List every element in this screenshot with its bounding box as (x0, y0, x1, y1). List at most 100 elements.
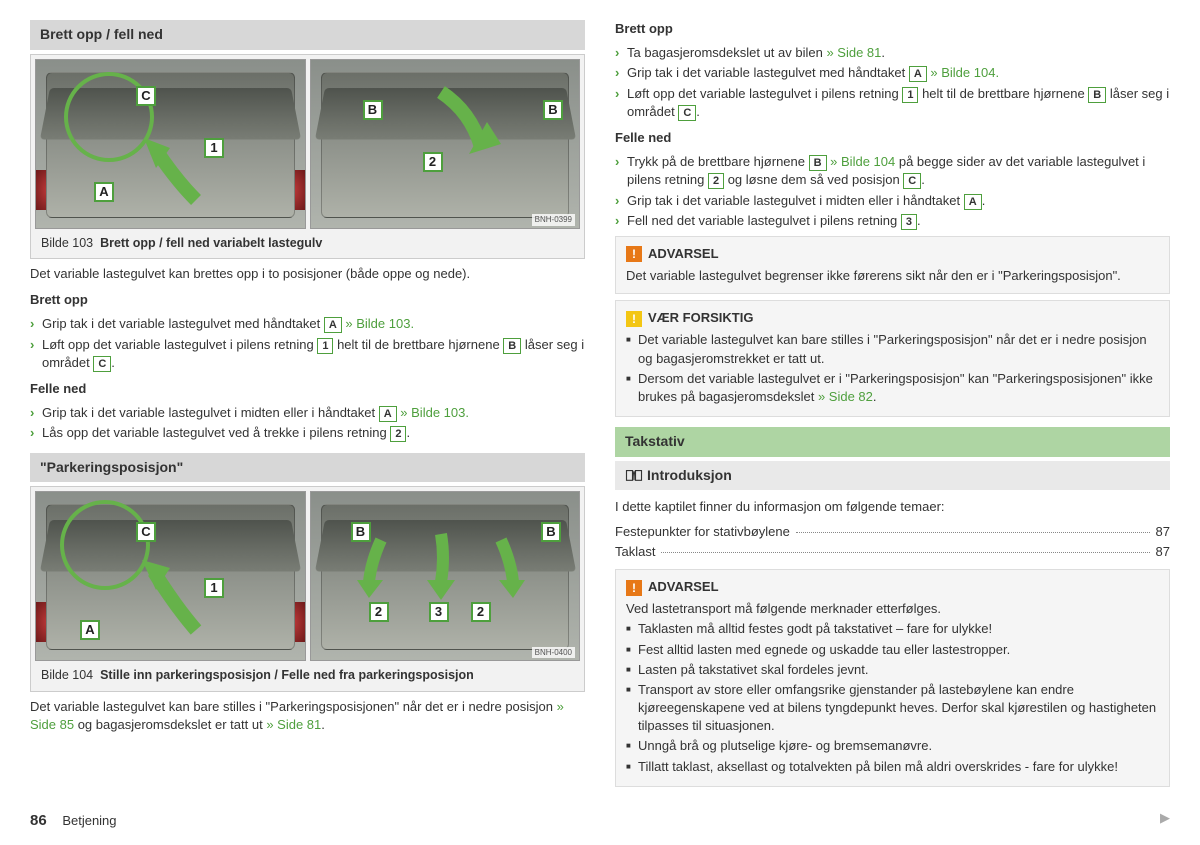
box-A: A (964, 194, 982, 210)
list-item: Grip tak i det variable lastegulvet med … (615, 64, 1170, 82)
label-2: 2 (423, 152, 443, 172)
caution-icon: ! (626, 311, 642, 327)
warning-list: Taklasten må alltid festes godt på takst… (626, 620, 1159, 776)
parking-intro-paragraph: Det variable lastegulvet kan bare stille… (30, 698, 585, 734)
arrow-icon (411, 528, 471, 604)
label-B: B (541, 522, 561, 542)
toc-row: Taklast 87 (615, 543, 1170, 561)
figure-104: C 1 A (30, 486, 585, 692)
label-2: 2 (471, 602, 491, 622)
subhead-felle-ned: Felle ned (30, 380, 585, 398)
box-B: B (1088, 87, 1106, 103)
warning-lead: Ved lastetransport må følgende merknader… (626, 600, 1159, 618)
toc-row: Festepunkter for stativbøylene 87 (615, 523, 1170, 541)
list-item: Fest alltid lasten med egnede og uskadde… (626, 641, 1159, 659)
section-parking-header: "Parkeringsposisjon" (30, 453, 585, 483)
warning-box: !ADVARSEL Det variable lastegulvet begre… (615, 236, 1170, 294)
subhead-brett-opp: Brett opp (30, 291, 585, 309)
toc-page: 87 (1156, 523, 1170, 541)
list-item: Løft opp det variable lastegulvet i pile… (615, 85, 1170, 121)
subhead-felle-ned: Felle ned (615, 129, 1170, 147)
toc-label: Festepunkter for stativbøylene (615, 523, 790, 541)
subhead-brett-opp: Brett opp (615, 20, 1170, 38)
caution-list: Det variable lastegulvet kan bare stille… (626, 331, 1159, 406)
box-C: C (903, 173, 921, 189)
section-takstativ-header: Takstativ (615, 427, 1170, 457)
box-B: B (503, 338, 521, 354)
label-B: B (351, 522, 371, 542)
figure-103-left-image: C 1 A (35, 59, 306, 229)
label-2: 2 (369, 602, 389, 622)
list-item: Grip tak i det variable lastegulvet med … (30, 315, 585, 333)
box-C: C (678, 105, 696, 121)
list-item: Grip tak i det variable lastegulvet i mi… (615, 192, 1170, 210)
list-item: Det variable lastegulvet kan bare stille… (626, 331, 1159, 367)
box-3: 3 (901, 214, 917, 230)
continue-arrow-icon: ▶ (1160, 809, 1170, 827)
intro-header: Introduksjon (615, 461, 1170, 491)
box-A: A (324, 317, 342, 333)
list-item: Transport av store eller omfangsrike gje… (626, 681, 1159, 736)
label-A: A (80, 620, 100, 640)
caution-box: !VÆR FORSIKTIG Det variable lastegulvet … (615, 300, 1170, 417)
list-item: Tillatt taklast, aksellast og totalvekte… (626, 758, 1159, 776)
list-item: Lasten på takstativet skal fordeles jevn… (626, 661, 1159, 679)
page-footer: 86 Betjening (30, 810, 117, 831)
arrow-icon (126, 552, 216, 642)
list-item: Unngå brå og plutselige kjøre- og bremse… (626, 737, 1159, 755)
box-2: 2 (708, 173, 724, 189)
label-A: A (94, 182, 114, 202)
label-1: 1 (204, 138, 224, 158)
figure-104-caption: Bilde 104 Stille inn parkeringsposisjon … (35, 661, 580, 687)
brett-opp-list-r: Ta bagasjeromsdekslet ut av bilen » Side… (615, 44, 1170, 121)
figure-103-right-image: B B 2 BNH-0399 (310, 59, 581, 229)
figure-103: C 1 A B B 2 BNH-0399 (30, 54, 585, 260)
warning-header: !ADVARSEL (626, 245, 1159, 263)
label-C: C (136, 522, 156, 542)
arrow-icon (471, 532, 531, 602)
page-number: 86 (30, 812, 47, 829)
figure-watermark: BNH-0399 (532, 214, 575, 225)
label-B: B (543, 100, 563, 120)
list-item: Ta bagasjeromsdekslet ut av bilen » Side… (615, 44, 1170, 62)
toc-label: Taklast (615, 543, 655, 561)
box-A: A (379, 406, 397, 422)
list-item: Fell ned det variable lastegulvet i pile… (615, 212, 1170, 230)
list-item: Dersom det variable lastegulvet er i "Pa… (626, 370, 1159, 406)
list-item: Trykk på de brettbare hjørnene B » Bilde… (615, 153, 1170, 189)
label-C: C (136, 86, 156, 106)
brett-opp-list: Grip tak i det variable lastegulvet med … (30, 315, 585, 372)
box-1: 1 (317, 338, 333, 354)
list-item: Løft opp det variable lastegulvet i pile… (30, 336, 585, 372)
box-C: C (93, 356, 111, 372)
warning-icon: ! (626, 580, 642, 596)
figure-104-right-image: B B 2 3 2 BNH-0400 (310, 491, 581, 661)
box-1: 1 (902, 87, 918, 103)
footer-section: Betjening (62, 813, 116, 828)
intro-paragraph: I dette kaptilet finner du informasjon o… (615, 498, 1170, 516)
felle-ned-list-r: Trykk på de brettbare hjørnene B » Bilde… (615, 153, 1170, 230)
right-column: Brett opp Ta bagasjeromsdekslet ut av bi… (615, 20, 1170, 793)
arrow-icon (351, 532, 411, 602)
list-item: Grip tak i det variable lastegulvet i mi… (30, 404, 585, 422)
caution-header: !VÆR FORSIKTIG (626, 309, 1159, 327)
label-1: 1 (204, 578, 224, 598)
warning-icon: ! (626, 246, 642, 262)
figure-103-caption: Bilde 103 Brett opp / fell ned variabelt… (35, 229, 580, 255)
label-3: 3 (429, 602, 449, 622)
warning-header: !ADVARSEL (626, 578, 1159, 596)
felle-ned-list: Grip tak i det variable lastegulvet i mi… (30, 404, 585, 442)
section-fold-header: Brett opp / fell ned (30, 20, 585, 50)
list-item: Lås opp det variable lastegulvet ved å t… (30, 424, 585, 442)
list-item: Taklasten må alltid festes godt på takst… (626, 620, 1159, 638)
warning-body: Det variable lastegulvet begrenser ikke … (626, 267, 1159, 285)
figure-104-left-image: C 1 A (35, 491, 306, 661)
label-B: B (363, 100, 383, 120)
box-B: B (809, 155, 827, 171)
warning-box-2: !ADVARSEL Ved lastetransport må følgende… (615, 569, 1170, 787)
box-2: 2 (390, 426, 406, 442)
figure-watermark: BNH-0400 (532, 647, 575, 658)
book-icon (625, 469, 643, 483)
intro-paragraph: Det variable lastegulvet kan brettes opp… (30, 265, 585, 283)
left-column: Brett opp / fell ned C 1 A (30, 20, 585, 793)
